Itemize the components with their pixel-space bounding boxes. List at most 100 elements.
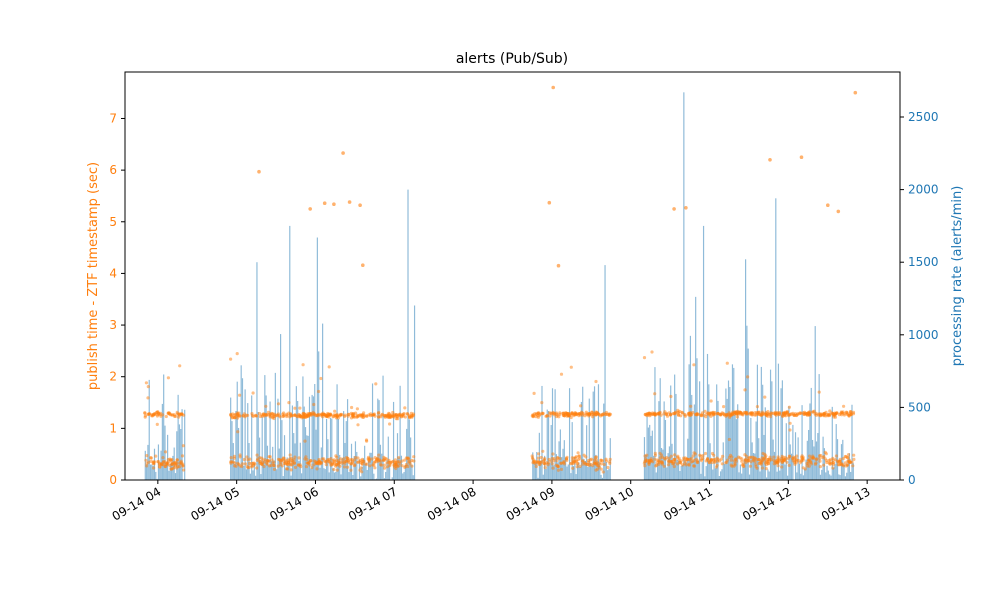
delay-point	[669, 394, 673, 399]
rate-bar	[260, 474, 262, 480]
delay-point	[242, 457, 246, 462]
delay-point	[751, 458, 755, 462]
rate-bar	[315, 429, 317, 480]
delay-point	[271, 415, 275, 419]
delay-point	[761, 411, 765, 415]
rate-bar	[161, 403, 163, 480]
rate-bar	[663, 401, 665, 480]
delay-point	[811, 410, 815, 414]
rate-bar	[547, 411, 550, 480]
delay-point	[272, 467, 277, 471]
delay-point	[270, 411, 274, 415]
delay-point	[721, 454, 725, 458]
rate-bar	[667, 453, 669, 480]
rate-bar	[717, 400, 719, 480]
rate-bar	[752, 453, 755, 480]
rate-bar	[734, 411, 736, 480]
delay-point	[245, 455, 249, 459]
delay-point	[355, 413, 359, 417]
delay-point	[379, 459, 383, 463]
rate-bar	[353, 456, 355, 480]
delay-point	[793, 456, 797, 460]
rate-bar	[362, 458, 364, 480]
delay-point	[757, 457, 761, 462]
rate-bar	[365, 463, 367, 480]
delay-point	[803, 467, 807, 471]
delay-point	[267, 455, 271, 459]
delay-point	[740, 459, 744, 463]
rate-bar	[251, 395, 253, 480]
delay-point	[565, 458, 569, 462]
outlier-point	[768, 158, 772, 162]
delay-point	[356, 423, 360, 427]
rate-bar	[381, 453, 383, 480]
rate-bar	[352, 474, 354, 480]
delay-point	[375, 458, 379, 462]
delay-point	[653, 457, 657, 461]
rate-bar	[368, 461, 370, 480]
delay-point	[594, 468, 598, 472]
delay-point	[377, 453, 381, 457]
rate-bar	[386, 460, 388, 480]
x-tick-label: 09-14 08	[425, 484, 479, 523]
rate-bar	[148, 379, 150, 480]
delay-point	[692, 458, 696, 463]
delay-point	[382, 463, 386, 467]
delay-point	[818, 465, 823, 469]
rate-bar	[836, 439, 839, 480]
rate-bar	[269, 401, 271, 480]
delay-point	[821, 455, 825, 460]
delay-point	[602, 462, 607, 467]
delay-point	[768, 459, 772, 463]
rate-bar	[290, 475, 292, 480]
rate-bar	[716, 384, 718, 480]
delay-point	[231, 415, 235, 419]
delay-point	[152, 466, 156, 470]
delay-point	[700, 458, 704, 463]
rate-bar	[361, 466, 363, 480]
delay-point	[818, 454, 822, 458]
delay-point	[755, 405, 760, 409]
delay-point	[305, 461, 309, 465]
rate-bar	[385, 471, 387, 480]
delay-point	[579, 410, 584, 414]
delay-point	[315, 467, 319, 471]
delay-point	[376, 411, 380, 415]
rate-bar	[249, 473, 251, 480]
rate-bar	[268, 465, 270, 480]
delay-point	[410, 464, 414, 468]
rate-bar	[771, 381, 773, 480]
delay-point	[792, 413, 796, 417]
rate-bar	[276, 469, 278, 480]
rate-bar	[814, 326, 816, 480]
delay-point	[841, 456, 846, 461]
delay-point	[647, 462, 651, 466]
delay-point	[317, 457, 321, 462]
rate-bar	[264, 375, 266, 480]
delay-point	[379, 463, 384, 467]
delay-point	[768, 455, 772, 459]
rate-bar	[167, 434, 169, 480]
delay-point	[282, 459, 286, 463]
delay-point	[268, 414, 272, 418]
rate-bar	[833, 467, 835, 480]
rate-bar	[333, 472, 336, 480]
delay-point	[743, 453, 747, 457]
delay-point	[692, 451, 696, 455]
delay-point	[317, 462, 321, 466]
rate-bar	[537, 477, 539, 480]
rate-bar	[314, 384, 316, 480]
delay-point	[643, 464, 647, 468]
rate-bar	[572, 466, 575, 480]
delay-point	[179, 412, 184, 416]
delay-point	[382, 455, 386, 459]
rate-bar	[395, 463, 397, 480]
outlier-point	[332, 202, 336, 206]
delay-point	[246, 413, 250, 417]
delay-point	[262, 413, 266, 417]
delay-point	[599, 467, 603, 471]
left-tick-label: 3	[109, 318, 117, 332]
rate-bar	[730, 416, 732, 480]
delay-point	[839, 462, 843, 466]
delay-point	[304, 455, 308, 459]
